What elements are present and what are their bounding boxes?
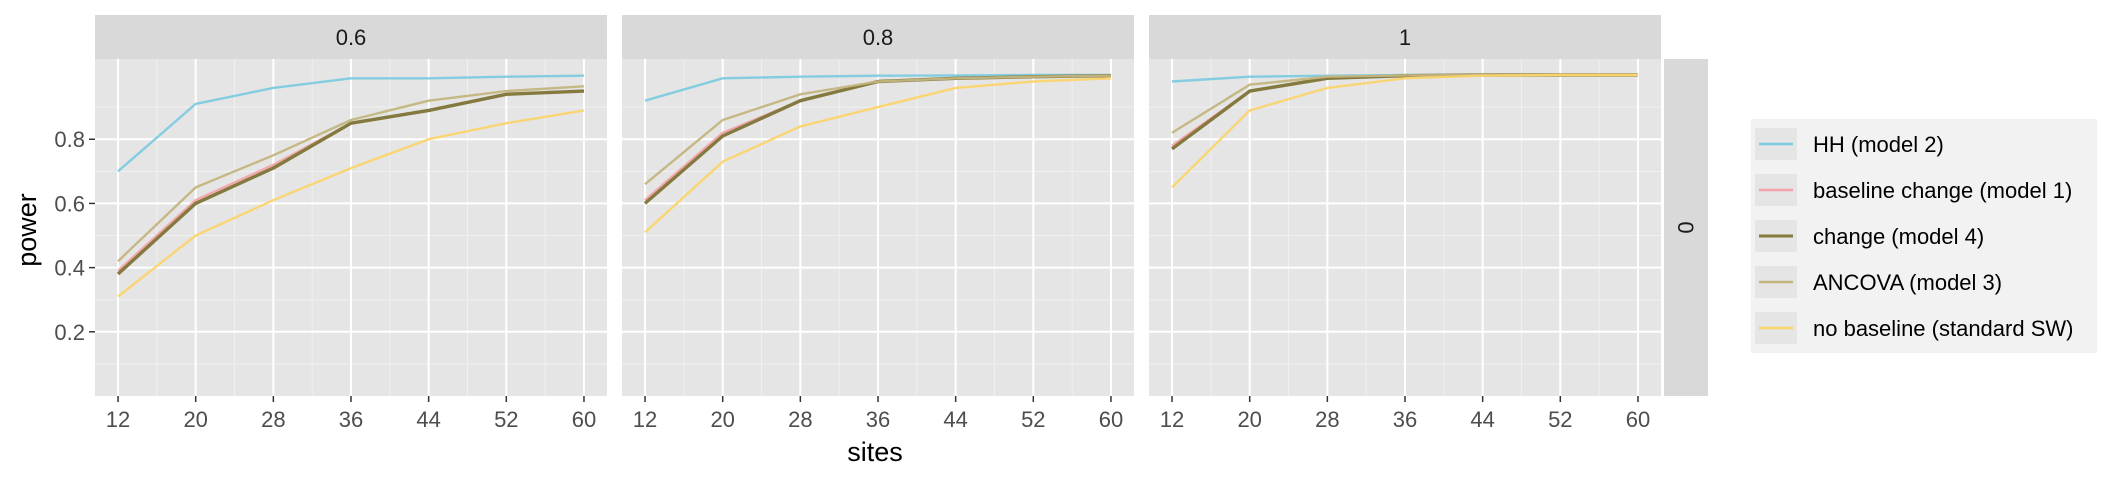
x-tick-label: 44: [943, 407, 967, 432]
facet-strip: [1149, 15, 1661, 59]
series-line-no-baseline-standard-sw-: [1171, 73, 1638, 189]
legend: HH (model 2) baseline change (model 1) cha…: [1751, 119, 2097, 353]
x-tick-label: 20: [1237, 407, 1261, 432]
series-line-no-baseline-standard-sw-: [644, 77, 1112, 234]
x-tick-label: 12: [106, 407, 130, 432]
axes: 12 20 28 36 44 52 60 12 20 28 36 44 52 60 12 20 28 36 44 52…: [54, 127, 1650, 432]
facet-strip: [622, 15, 1134, 59]
x-tick-label: 52: [1021, 407, 1045, 432]
row-facet-label: 0: [1673, 221, 1698, 233]
x-tick-label: 20: [710, 407, 734, 432]
series-line-no-baseline-standard-sw-: [117, 109, 585, 298]
x-tick-label: 52: [494, 407, 518, 432]
y-axis-title: power: [12, 193, 42, 267]
y-tick-label: 0.4: [54, 256, 85, 281]
legend-label: baseline change (model 1): [1813, 178, 2072, 203]
legend-label: change (model 4): [1813, 224, 1984, 249]
facet-strip-label: 1: [1399, 25, 1411, 50]
x-tick-label: 44: [416, 407, 440, 432]
x-tick-label: 60: [1626, 407, 1650, 432]
x-tick-label: 52: [1548, 407, 1572, 432]
series-line-ancova-model-3-: [117, 85, 585, 263]
legend-label: ANCOVA (model 3): [1813, 270, 2002, 295]
legend-label: no baseline (standard SW): [1813, 316, 2073, 341]
series-line-change-model-4-: [116, 89, 585, 276]
x-tick-label: 44: [1470, 407, 1494, 432]
facet-panels: [95, 59, 1661, 396]
x-tick-label: 12: [633, 407, 657, 432]
y-tick-label: 0.8: [54, 127, 85, 152]
legend-label: HH (model 2): [1813, 132, 1944, 157]
x-tick-label: 36: [866, 407, 890, 432]
x-tick-label: 60: [572, 407, 596, 432]
facet-strip-label: 0.6: [336, 25, 367, 50]
row-facet-strip: [1664, 59, 1708, 396]
x-tick-label: 28: [788, 407, 812, 432]
x-tick-label: 20: [183, 407, 207, 432]
x-tick-label: 60: [1099, 407, 1123, 432]
x-tick-label: 36: [1393, 407, 1417, 432]
y-tick-label: 0.6: [54, 191, 85, 216]
x-axis-title: sites: [847, 437, 903, 467]
x-tick-label: 28: [261, 407, 285, 432]
x-tick-label: 36: [339, 407, 363, 432]
facet-strip: [95, 15, 607, 59]
x-tick-label: 28: [1315, 407, 1339, 432]
x-tick-label: 12: [1160, 407, 1184, 432]
legend-background: [1751, 119, 2097, 353]
series-line-hh-model-2-: [117, 74, 585, 173]
series-line-ancova-model-3-: [644, 74, 1112, 186]
facet-strip-label: 0.8: [863, 25, 894, 50]
facet-strips: 0.6 0.8 1 0: [95, 15, 1708, 396]
y-tick-label: 0.2: [54, 320, 85, 345]
